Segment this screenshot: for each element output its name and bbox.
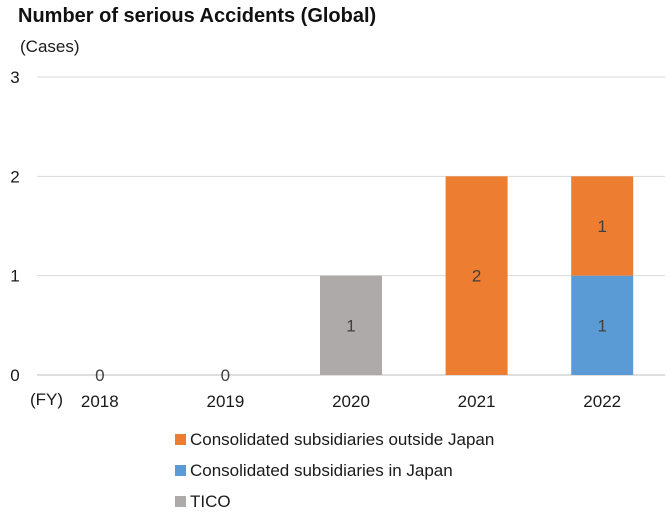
- chart-title: Number of serious Accidents (Global): [18, 5, 377, 27]
- data-label-zero: 0: [221, 366, 230, 385]
- legend-swatch: [175, 434, 186, 445]
- legend-swatch: [175, 496, 186, 507]
- chart-legend: Consolidated subsidiaries outside Japan C…: [175, 424, 494, 517]
- legend-item: TICO: [175, 486, 494, 517]
- x-tick-label: 2019: [206, 392, 244, 411]
- y-tick-label: 1: [10, 267, 19, 286]
- bar-2022-consolidated-subsidiaries-in-japan: [571, 275, 634, 375]
- legend-item: Consolidated subsidiaries outside Japan: [175, 424, 494, 455]
- data-label: 1: [597, 316, 606, 335]
- legend-item: Consolidated subsidiaries in Japan: [175, 455, 494, 486]
- data-label-zero: 0: [95, 366, 104, 385]
- y-tick-label: 0: [10, 366, 19, 385]
- data-label: 1: [346, 316, 355, 335]
- y-tick-label: 2: [10, 167, 19, 186]
- x-tick-label: 2018: [81, 392, 119, 411]
- bar-2021-consolidated-subsidiaries-outside-japan: [445, 176, 508, 375]
- x-tick-label: 2020: [332, 392, 370, 411]
- x-axis-label: (FY): [30, 390, 64, 409]
- legend-label: Consolidated subsidiaries outside Japan: [190, 429, 495, 449]
- data-label: 1: [597, 217, 606, 236]
- bar-2022-consolidated-subsidiaries-outside-japan: [571, 176, 634, 276]
- legend-label: Consolidated subsidiaries in Japan: [190, 460, 453, 480]
- data-label: 2: [472, 267, 481, 286]
- x-tick-label: 2022: [583, 392, 621, 411]
- bar-2020-tico: [320, 275, 382, 375]
- legend-label: TICO: [190, 491, 231, 511]
- bar-chart: 0 1 2 3 2018 2019 2020 2021 2022 0 0 1 2 1 1: [10, 68, 665, 411]
- y-tick-label: 3: [10, 68, 19, 87]
- x-tick-label: 2021: [458, 392, 496, 411]
- y-axis-unit-label: (Cases): [20, 37, 80, 56]
- legend-swatch: [175, 465, 186, 476]
